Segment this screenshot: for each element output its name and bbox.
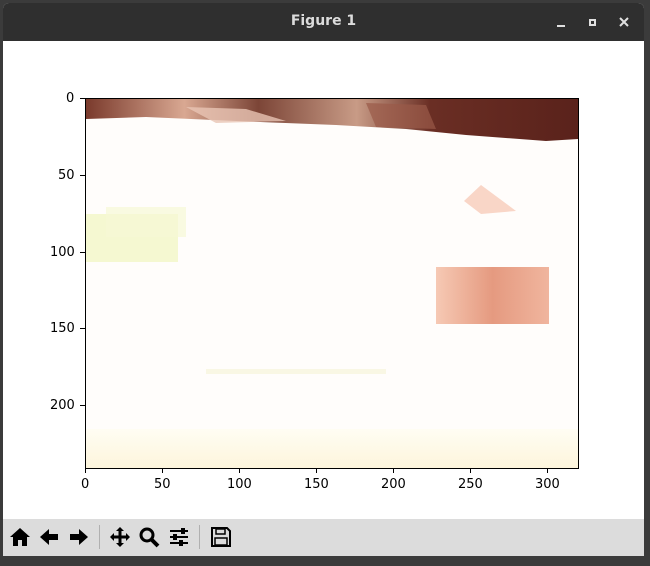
y-tick-label: 150	[50, 321, 75, 336]
maximize-button[interactable]	[581, 11, 603, 33]
toolbar-separator	[199, 525, 200, 549]
y-tick	[80, 405, 85, 406]
back-button[interactable]	[36, 524, 62, 550]
configure-subplots-icon	[170, 528, 188, 546]
configure-subplots-button[interactable]	[166, 524, 192, 550]
maximize-icon	[588, 18, 596, 26]
minimize-icon	[557, 25, 565, 27]
back-arrow-icon	[40, 529, 58, 545]
home-button[interactable]	[7, 524, 33, 550]
title-bar[interactable]: Figure 1	[3, 3, 644, 41]
forward-button[interactable]	[66, 524, 92, 550]
x-tick	[239, 468, 240, 473]
image-content	[86, 99, 578, 468]
x-tick	[85, 468, 86, 473]
y-tick	[80, 328, 85, 329]
window-title: Figure 1	[290, 13, 357, 29]
close-button[interactable]	[613, 11, 635, 33]
pan-icon	[110, 527, 130, 547]
x-tick-label: 100	[227, 477, 252, 492]
figure-canvas[interactable]: 0 50 100 150 200 0 50 100 150 200 250 30…	[3, 41, 644, 519]
x-tick	[162, 468, 163, 473]
forward-arrow-icon	[70, 529, 88, 545]
pan-button[interactable]	[107, 524, 133, 550]
y-tick-label: 0	[66, 91, 75, 106]
x-tick-label: 250	[458, 477, 483, 492]
x-tick-label: 200	[381, 477, 406, 492]
y-tick	[80, 252, 85, 253]
zoom-button[interactable]	[136, 524, 162, 550]
y-tick-label: 50	[58, 168, 75, 183]
x-tick	[470, 468, 471, 473]
zoom-icon	[139, 527, 160, 548]
x-tick-label: 300	[535, 477, 560, 492]
minimize-button[interactable]	[550, 11, 572, 33]
x-tick-label: 0	[81, 477, 90, 492]
y-tick	[80, 175, 85, 176]
y-tick	[80, 98, 85, 99]
navigation-toolbar	[3, 519, 644, 556]
figure-window: Figure 1	[3, 3, 644, 556]
save-button[interactable]	[208, 524, 234, 550]
toolbar-separator	[99, 525, 100, 549]
home-icon	[10, 528, 30, 546]
x-tick	[547, 468, 548, 473]
save-icon	[211, 527, 231, 547]
y-tick-label: 200	[50, 398, 75, 413]
y-tick-label: 100	[50, 245, 75, 260]
close-icon	[619, 17, 629, 27]
x-tick-label: 50	[154, 477, 171, 492]
x-tick-label: 150	[304, 477, 329, 492]
x-tick	[393, 468, 394, 473]
image-plot[interactable]	[85, 98, 579, 469]
x-tick	[316, 468, 317, 473]
